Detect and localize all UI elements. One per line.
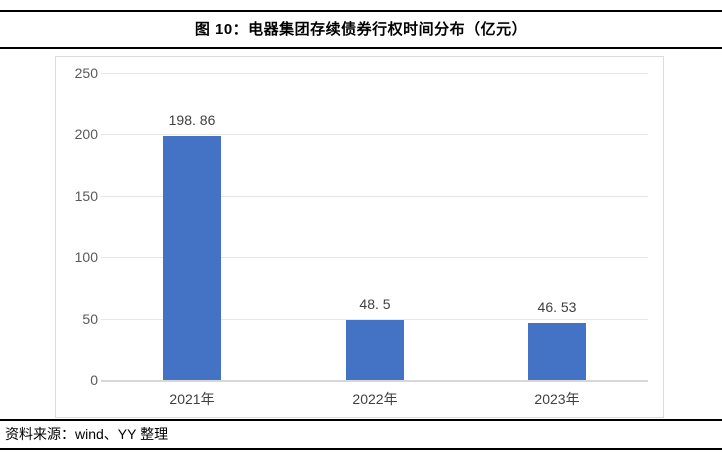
source-note: 资料来源：wind、YY 整理 [5,426,169,442]
bar [528,323,586,380]
bar-value-label: 48. 5 [359,296,391,312]
bar [163,136,221,380]
y-axis-tick-label: 100 [74,249,98,265]
y-axis-tick-label: 0 [90,372,98,388]
gridline [101,319,648,320]
y-axis-tick-label: 50 [82,311,98,327]
x-axis-category-label: 2023年 [534,391,580,407]
bar [346,320,404,380]
bar-chart: 0 50 100 150 200 250 198. 86 2021年 48. 5 2022年 46.… [55,56,664,418]
gridline [101,134,648,135]
bar-value-label: 46. 53 [537,299,577,315]
bottom-rule [0,448,722,450]
title-divider-rule [0,47,722,49]
y-axis-tick-label: 250 [74,65,98,81]
gridline [101,196,648,197]
y-axis-tick-label: 150 [74,188,98,204]
x-axis-category-label: 2021年 [169,391,215,407]
gridline [101,257,648,258]
figure-title: 图 10：电器集团存续债券行权时间分布（亿元） [194,21,528,38]
x-axis-category-label: 2022年 [352,391,398,407]
source-divider-rule [0,419,722,421]
axis-baseline [101,380,648,382]
bar-value-label: 198. 86 [168,112,216,128]
y-axis-tick-label: 200 [74,126,98,142]
top-rule [0,10,722,12]
gridline [101,73,648,74]
